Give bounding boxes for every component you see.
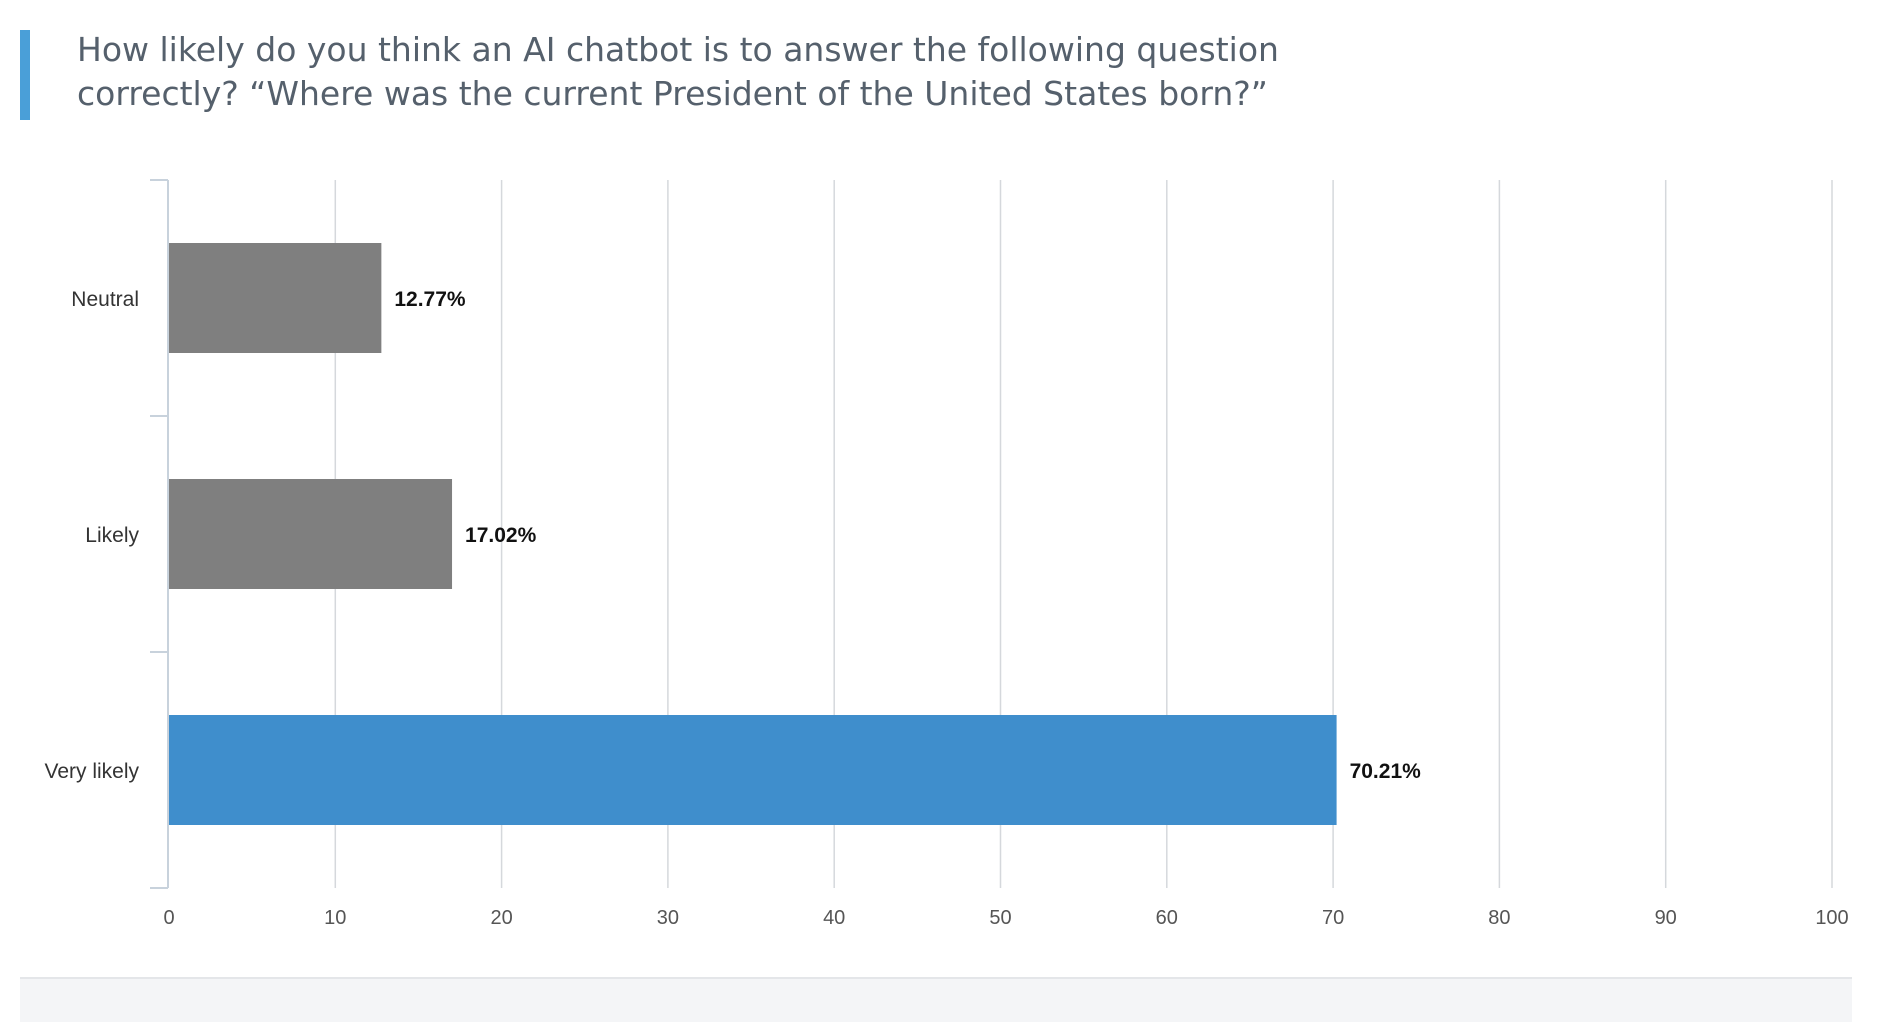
bar-neutral[interactable] xyxy=(169,243,382,353)
x-tick-label: 10 xyxy=(324,907,346,929)
x-tick-label: 60 xyxy=(1156,907,1178,929)
x-tick-label: 80 xyxy=(1488,907,1510,929)
x-tick-label: 30 xyxy=(657,907,679,929)
x-tick-label: 90 xyxy=(1655,907,1677,929)
data-label: 17.02% xyxy=(465,524,537,547)
axes xyxy=(150,179,169,889)
category-label: Likely xyxy=(85,524,139,547)
footer-panel xyxy=(20,977,1852,1022)
x-tick-label: 100 xyxy=(1815,907,1848,929)
category-label: Very likely xyxy=(44,760,139,783)
bars xyxy=(169,243,1337,825)
chart-header: How likely do you think an AI chatbot is… xyxy=(20,28,1420,122)
bar-chart: 0 10 20 30 40 50 60 70 80 90 100 12.77% Neutral 17.02… xyxy=(44,179,1849,929)
chart-title: How likely do you think an AI chatbot is… xyxy=(77,30,1279,113)
x-tick-label: 40 xyxy=(823,907,845,929)
category-label: Neutral xyxy=(71,288,139,311)
x-tick-label: 50 xyxy=(989,907,1011,929)
labels: 0 10 20 30 40 50 60 70 80 90 100 12.77% Neutral 17.02… xyxy=(44,288,1848,929)
title-accent-bar xyxy=(20,30,30,120)
x-tick-label: 0 xyxy=(163,907,174,929)
data-label: 70.21% xyxy=(1350,760,1422,783)
bar-likely[interactable] xyxy=(169,479,453,589)
x-tick-label: 20 xyxy=(490,907,512,929)
data-label: 12.77% xyxy=(394,288,466,311)
x-tick-label: 70 xyxy=(1322,907,1344,929)
bar-very-likely[interactable] xyxy=(169,715,1337,825)
